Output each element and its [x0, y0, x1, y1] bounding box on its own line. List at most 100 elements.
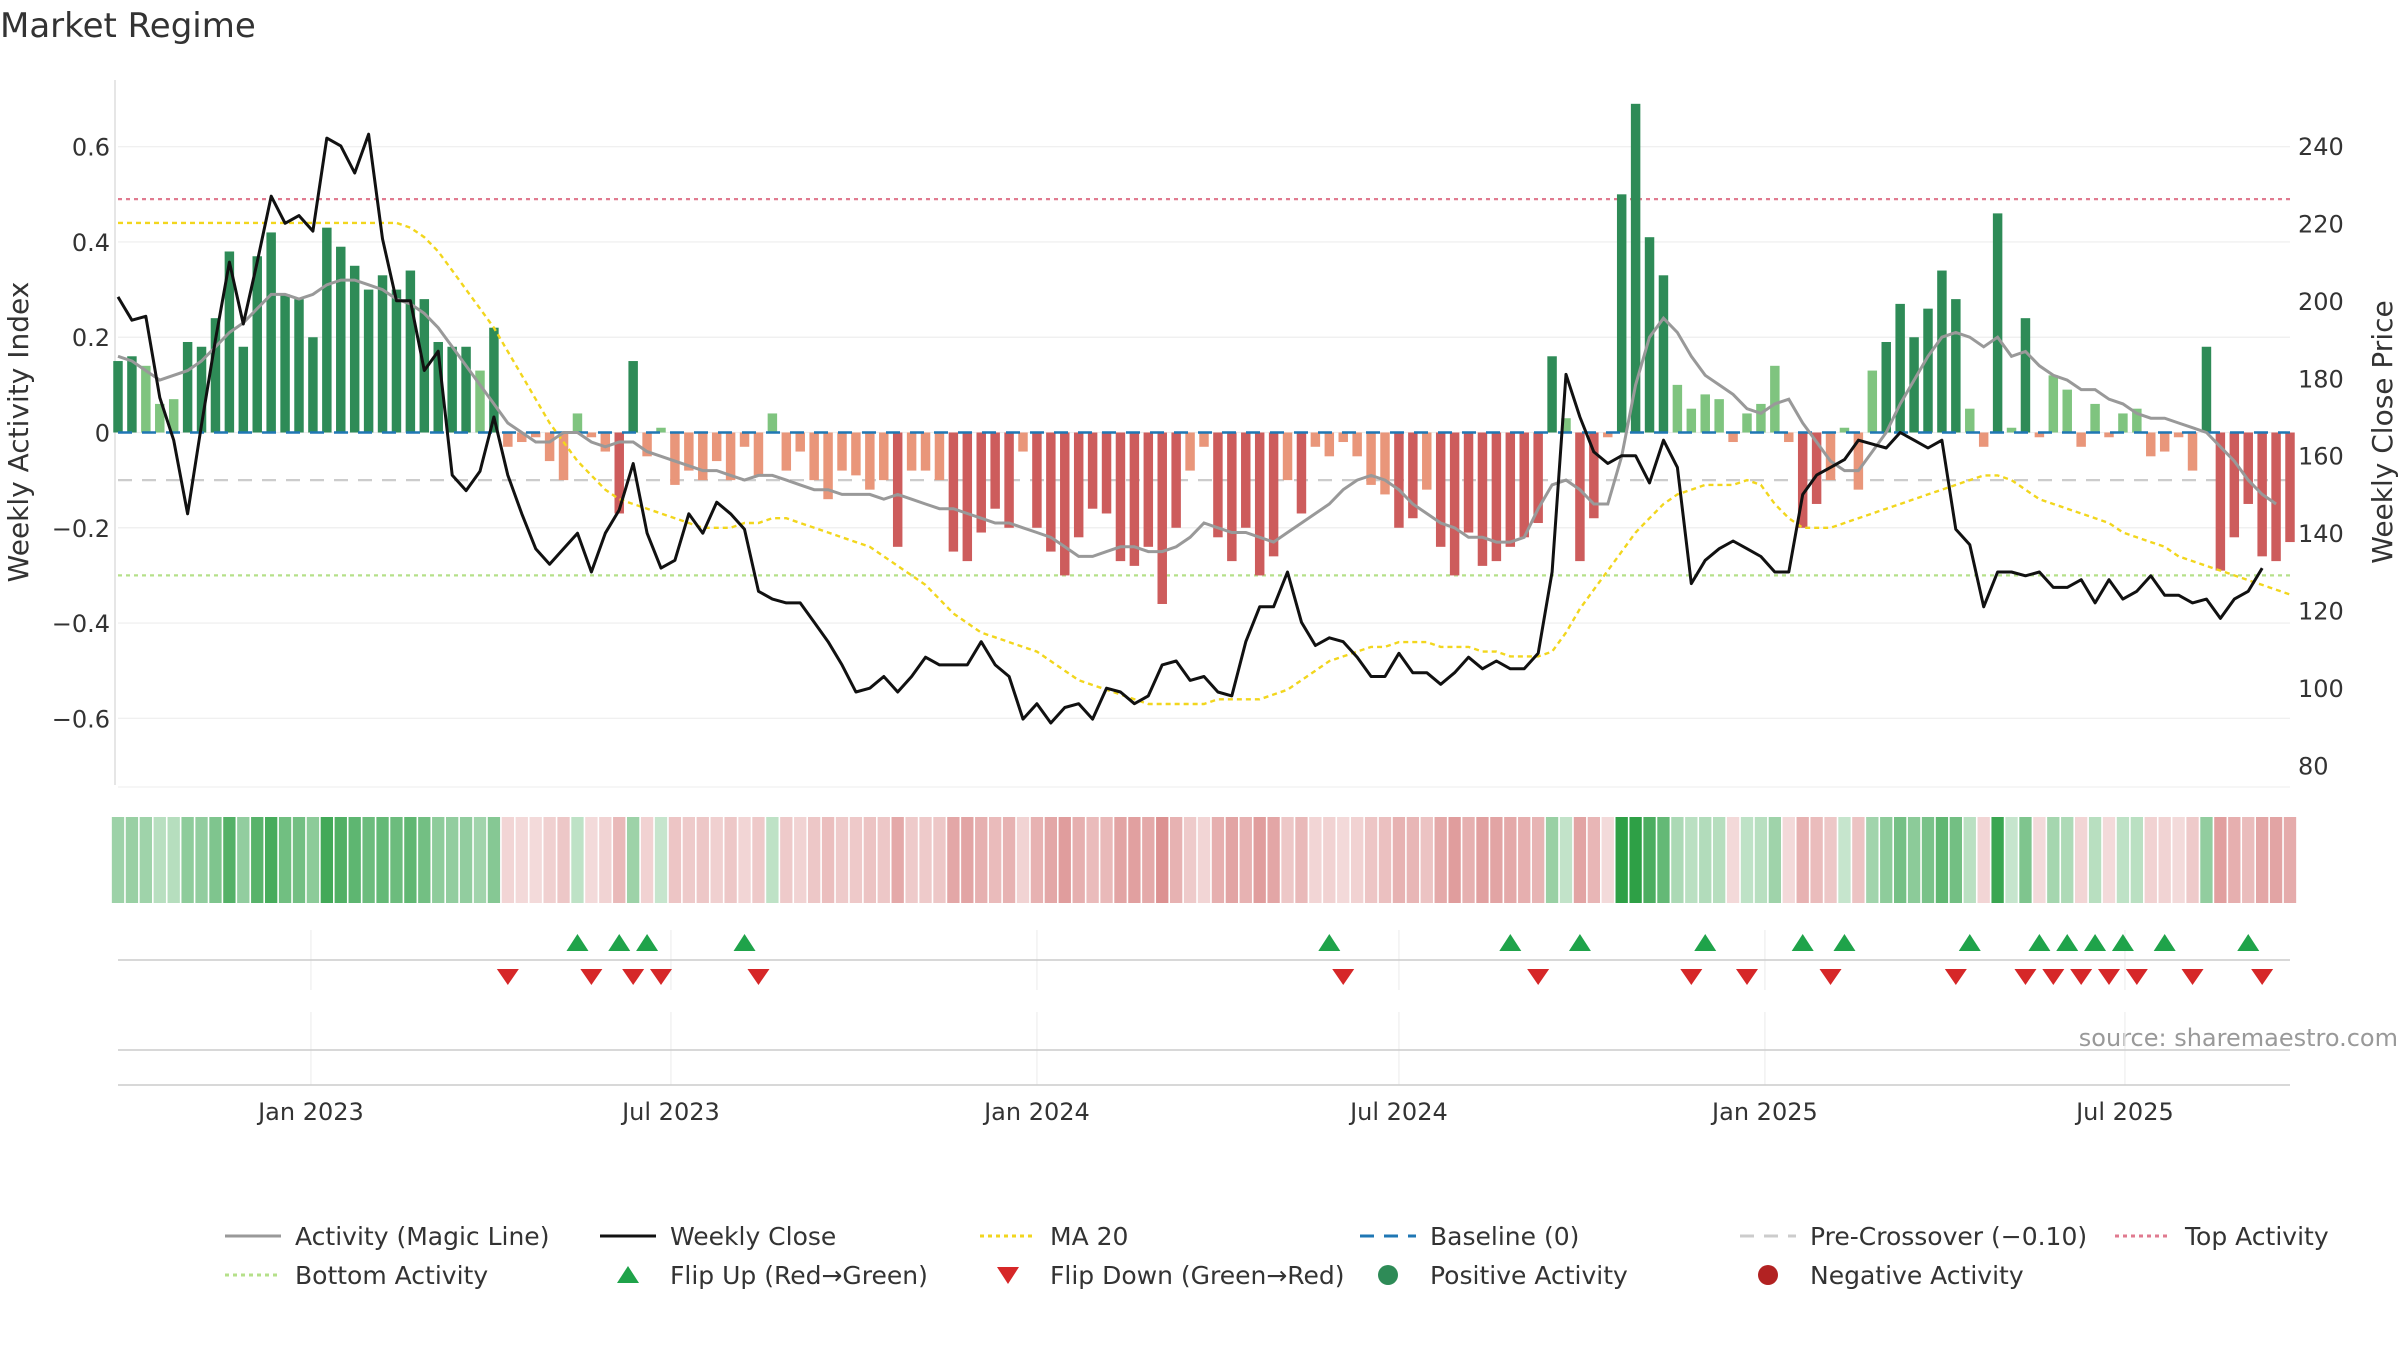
flip-down-marker: [1736, 969, 1758, 985]
activity-bar: [892, 432, 903, 547]
regime-cell: [167, 817, 180, 903]
activity-bar: [2006, 427, 2017, 433]
activity-bar: [1254, 432, 1265, 576]
regime-cell: [376, 817, 389, 903]
activity-bar: [377, 275, 388, 433]
activity-bar: [1435, 432, 1446, 547]
activity-bar: [1018, 432, 1028, 452]
legend-label: Activity (Magic Line): [295, 1222, 549, 1251]
x-tick-label: Jan 2024: [982, 1098, 1090, 1126]
activity-bar: [600, 432, 611, 452]
activity-bar: [2215, 432, 2226, 571]
regime-cell: [251, 817, 264, 903]
activity-bar: [2034, 432, 2045, 438]
activity-bar: [2243, 432, 2253, 504]
regime-cell: [1434, 817, 1447, 903]
regime-cell: [1462, 817, 1475, 903]
y-tick-right-label: 240: [2298, 133, 2344, 161]
regime-cell: [1531, 817, 1545, 903]
regime-cell: [1796, 817, 1809, 903]
legend-swatch: [1758, 1265, 1778, 1285]
activity-bar: [711, 432, 722, 462]
flip-down-marker: [2042, 969, 2065, 985]
activity-bar: [1561, 418, 1571, 433]
regime-cell: [278, 817, 292, 903]
regime-cell: [1044, 817, 1058, 903]
activity-bar: [684, 432, 694, 471]
activity-bar: [614, 432, 624, 514]
activity-bar: [224, 251, 235, 433]
flip-down-marker: [650, 969, 672, 985]
activity-bar: [1004, 432, 1014, 528]
regime-cell: [334, 817, 347, 903]
activity-bar: [475, 370, 485, 433]
regime-cell: [320, 817, 334, 903]
regime-cell: [1309, 817, 1322, 903]
regime-cell: [264, 817, 278, 903]
activity-bar: [781, 432, 792, 471]
regime-cell: [1615, 817, 1628, 903]
regime-cell: [2214, 817, 2227, 903]
regime-cell: [2158, 817, 2171, 903]
legend-label: Pre-Crossover (−0.10): [1810, 1222, 2087, 1251]
regime-cell: [1281, 817, 1294, 903]
y-axis-left-label: Weekly Activity Index: [2, 282, 35, 583]
flip-up-marker: [1791, 934, 1814, 951]
legend-item: Negative Activity: [1758, 1261, 2024, 1290]
regime-cell: [1350, 817, 1364, 903]
regime-cell: [835, 817, 849, 903]
activity-bar: [1143, 432, 1154, 547]
regime-cell: [640, 817, 654, 903]
activity-bar: [266, 232, 276, 433]
regime-cell: [1810, 817, 1823, 903]
regime-cell: [599, 817, 612, 903]
y-tick-right-label: 160: [2298, 443, 2344, 471]
activity-bar: [447, 346, 457, 433]
regime-cell: [863, 817, 877, 903]
activity-bar: [1477, 432, 1488, 566]
activity-bar: [1491, 432, 1502, 562]
regime-cell: [501, 817, 515, 903]
activity-bar: [238, 346, 249, 433]
regime-cell: [1643, 817, 1656, 903]
regime-cell: [515, 817, 528, 903]
legend-swatch: [1378, 1265, 1398, 1285]
regime-cell: [1838, 817, 1851, 903]
activity-bar: [837, 432, 847, 471]
flip-up-marker: [1694, 934, 1717, 951]
regime-cell: [1740, 817, 1754, 903]
flip-up-marker: [733, 934, 756, 951]
activity-bar: [155, 403, 165, 433]
regime-cell: [891, 817, 904, 903]
legend-label: Top Activity: [2184, 1222, 2329, 1251]
y-tick-left-label: 0.2: [72, 324, 110, 352]
y-tick-left-label: 0: [95, 420, 110, 448]
activity-bar: [1603, 432, 1613, 438]
regime-cell: [696, 817, 709, 903]
regime-cell: [571, 817, 584, 903]
regime-cell: [919, 817, 932, 903]
activity-bar: [586, 432, 597, 438]
regime-cell: [1378, 817, 1392, 903]
activity-bar: [308, 337, 318, 433]
regime-cell: [752, 817, 765, 903]
legend-label: Negative Activity: [1810, 1261, 2024, 1290]
regime-cell: [223, 817, 236, 903]
regime-cell: [1712, 817, 1726, 903]
regime-cell: [2116, 817, 2130, 903]
flip-up-marker: [608, 934, 631, 951]
regime-cell: [348, 817, 361, 903]
ma20-line: [118, 221, 2291, 706]
y-tick-right-label: 80: [2298, 753, 2329, 781]
y-tick-right-label: 100: [2298, 675, 2344, 703]
activity-bar: [1115, 432, 1126, 562]
regime-cell: [1907, 817, 1921, 903]
activity-bar: [1449, 432, 1460, 576]
legend-swatch: [997, 1267, 1019, 1284]
regime-cell: [404, 817, 417, 903]
source-label: source: sharemaestro.com: [2079, 1024, 2398, 1052]
activity-bar: [2285, 432, 2295, 543]
activity-bar: [461, 346, 471, 433]
regime-cell: [654, 817, 668, 903]
